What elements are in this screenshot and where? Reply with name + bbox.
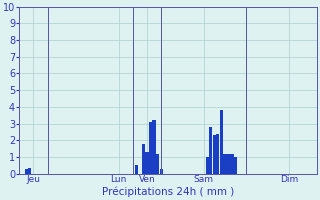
Bar (142, 144, 145, 174)
Bar (25, 169, 28, 174)
Bar (149, 122, 152, 174)
Bar (206, 157, 209, 174)
Bar (152, 120, 156, 174)
Bar (223, 154, 227, 174)
Bar (156, 154, 159, 174)
Bar (234, 157, 237, 174)
Bar (216, 134, 220, 174)
X-axis label: Précipitations 24h ( mm ): Précipitations 24h ( mm ) (102, 187, 234, 197)
Bar (220, 110, 223, 174)
Bar (159, 169, 163, 174)
Bar (145, 152, 148, 174)
Bar (230, 154, 234, 174)
Bar (227, 154, 230, 174)
Bar (209, 127, 212, 174)
Bar (213, 135, 216, 174)
Bar (135, 165, 138, 174)
Bar (28, 168, 31, 174)
